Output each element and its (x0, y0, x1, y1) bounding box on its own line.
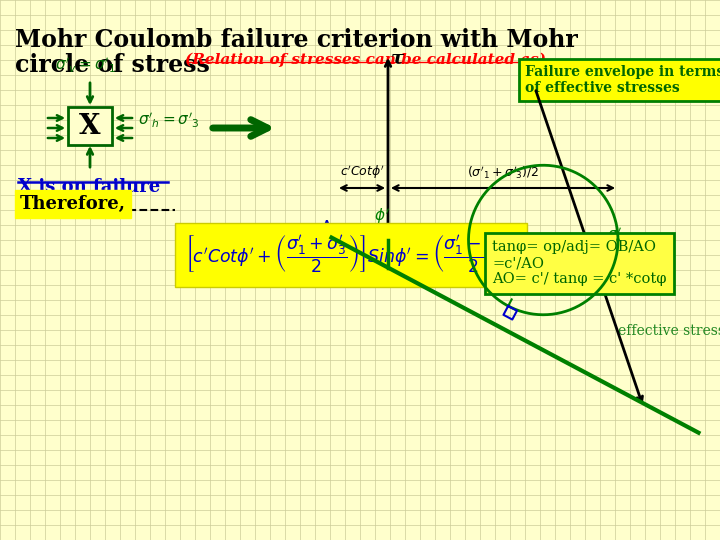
Text: effective stresses: effective stresses (618, 324, 720, 338)
Text: B: B (354, 257, 368, 274)
Text: $\sigma'_1$: $\sigma'_1$ (607, 226, 629, 245)
Text: F: F (506, 277, 518, 294)
Text: Mohr Coulomb failure criterion with Mohr: Mohr Coulomb failure criterion with Mohr (15, 28, 577, 52)
Text: $\sigma'_v = \sigma'_1$: $\sigma'_v = \sigma'_1$ (55, 56, 116, 75)
Text: c': c' (394, 247, 408, 261)
Text: $\sigma'_3$: $\sigma'_3$ (458, 226, 480, 245)
Text: $\phi'$: $\phi'$ (374, 206, 390, 226)
Text: O: O (369, 244, 382, 258)
Text: Therefore,: Therefore, (20, 195, 126, 213)
Text: $c'Cot\phi'$: $c'Cot\phi'$ (340, 164, 384, 181)
Text: $\sigma'_h = \sigma'_3$: $\sigma'_h = \sigma'_3$ (138, 110, 199, 130)
Text: $(\sigma'_1-\sigma'_3)/2$: $(\sigma'_1-\sigma'_3)/2$ (562, 273, 649, 292)
Text: tanφ= op/adj= OB/AO
=c'/AO
AO= c'/ tanφ = c' *cotφ: tanφ= op/adj= OB/AO =c'/AO AO= c'/ tanφ … (492, 240, 667, 286)
Text: Failure envelope in terms
of effective stresses: Failure envelope in terms of effective s… (525, 65, 720, 95)
Text: τ: τ (391, 50, 404, 68)
Text: $\left[c'Cot\phi'+\left(\dfrac{\sigma_1'+\sigma_3'}{2}\right)\right]Sin\phi'=\le: $\left[c'Cot\phi'+\left(\dfrac{\sigma_1'… (185, 234, 516, 276)
Text: (Relation of stresses can be calculated as): (Relation of stresses can be calculated … (185, 53, 546, 68)
Text: X: X (79, 112, 101, 139)
Text: circle of stress: circle of stress (15, 53, 218, 77)
Text: $(\sigma'_1+\sigma'_3)/2$: $(\sigma'_1+\sigma'_3)/2$ (467, 164, 539, 181)
Text: A: A (320, 220, 332, 234)
Text: X is on failure: X is on failure (18, 178, 161, 196)
Bar (68, 107, 112, 145)
